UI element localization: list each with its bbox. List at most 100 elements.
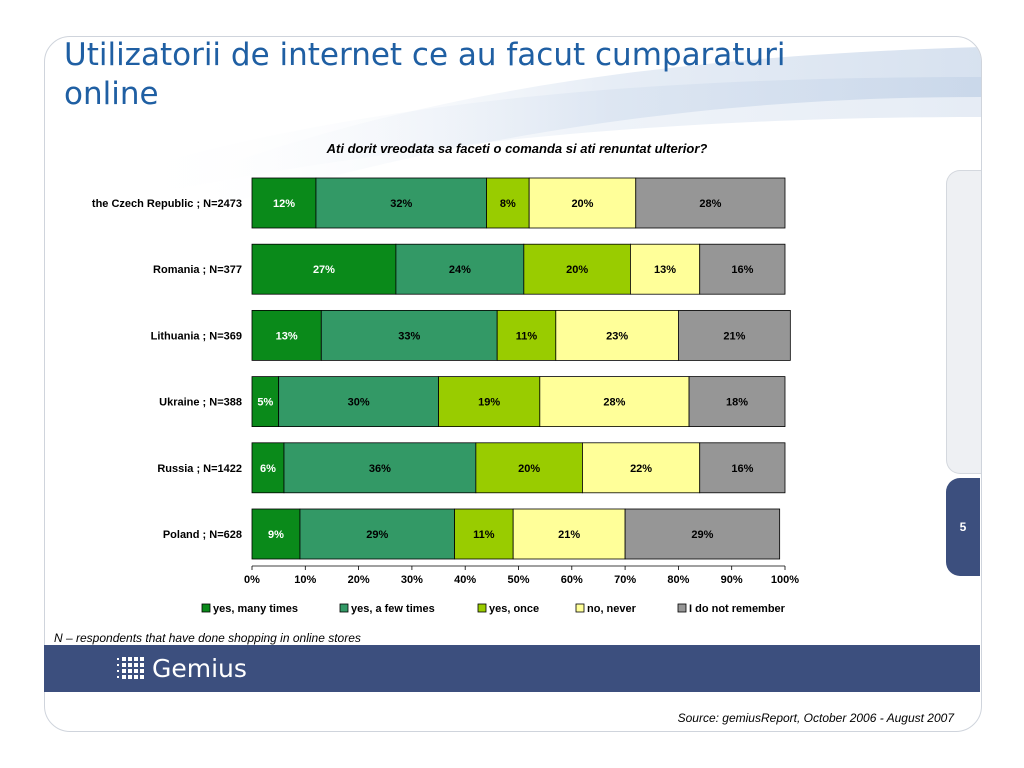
category-label: Russia ; N=1422 [157,463,242,475]
legend-swatch [575,603,585,613]
logo-dot [134,663,138,667]
data-label: 20% [566,264,588,276]
x-tick-label: 70% [614,574,636,586]
data-label: 6% [260,463,276,475]
bar-segment [251,508,301,560]
data-label: 11% [516,330,538,342]
bar-segment [582,442,701,494]
logo-dot [140,663,144,667]
gemius-logo-icon [117,657,144,679]
data-label: 36% [369,463,391,475]
bar-segment [454,508,514,560]
data-label: 24% [449,264,471,276]
data-label: 33% [398,330,420,342]
category-label: Lithuania ; N=369 [151,330,242,342]
bar-segment [251,177,317,229]
logo-dot [140,669,144,673]
bar-segment [315,177,487,229]
logo-dot [128,669,132,673]
x-tick-label: 20% [348,574,370,586]
legend-label: yes, many times [213,603,298,615]
data-label: 28% [699,198,721,210]
logo-dot [117,658,119,660]
bar-segment [475,442,583,494]
category-label: Ukraine ; N=388 [159,397,242,409]
logo-dot [134,669,138,673]
x-tick-label: 50% [507,574,529,586]
legend-swatch [201,603,211,613]
legend-label: I do not remember [689,603,786,615]
bar-segment [624,508,781,560]
data-label: 8% [500,198,516,210]
logo-dot [122,675,126,679]
data-label: 13% [654,264,676,276]
data-label: 22% [630,463,652,475]
bar-segment [678,309,791,361]
logo-dot [128,663,132,667]
x-tick-label: 10% [294,574,316,586]
logo-text: Gemius [152,654,247,683]
logo-dot [122,663,126,667]
data-label: 32% [390,198,412,210]
bar-segment [283,442,477,494]
category-label: Romania ; N=377 [153,264,242,276]
bar-segment [486,177,530,229]
legend-swatch [477,603,487,613]
data-label: 16% [731,264,753,276]
slide-frame [44,36,982,732]
logo-dot [140,675,144,679]
logo-dot [122,669,126,673]
stacked-bar-chart: Ati dorit vreodata sa faceti o comanda s… [92,141,799,615]
footer-band: Gemius [44,645,980,692]
side-tab [946,170,981,474]
data-label: 9% [268,529,284,541]
logo-dot [117,664,119,666]
data-label: 30% [348,397,370,409]
data-label: 27% [313,264,335,276]
legend-label: yes, a few times [351,603,435,615]
chart-title: Ati dorit vreodata sa faceti o comanda s… [326,141,708,156]
x-tick-label: 40% [454,574,476,586]
logo-dot [134,675,138,679]
x-tick-label: 80% [667,574,689,586]
bar-segment [699,243,786,295]
data-label: 20% [571,198,593,210]
data-label: 29% [366,529,388,541]
bar-segment [438,376,541,428]
legend-label: yes, once [489,603,539,615]
x-tick-label: 30% [401,574,423,586]
bar-segment [251,442,285,494]
category-label: the Czech Republic ; N=2473 [92,198,242,210]
bar-segment [688,376,786,428]
data-label: 12% [273,198,295,210]
bar-segment [699,442,786,494]
x-tick-label: 0% [244,574,260,586]
bar-segment [299,508,455,560]
data-label: 18% [726,397,748,409]
bar-segment [512,508,626,560]
decorative-swoosh [105,47,981,207]
source-note: Source: gemiusReport, October 2006 - Aug… [677,711,954,725]
page-number: 5 [959,520,967,534]
legend-swatch [677,603,687,613]
data-label: 20% [518,463,540,475]
data-label: 29% [691,529,713,541]
logo-dot [117,676,119,678]
data-label: 19% [478,397,500,409]
x-tick-label: 90% [721,574,743,586]
bar-segment [251,243,397,295]
data-label: 16% [731,463,753,475]
bar-segment [630,243,701,295]
bar-segment [528,177,637,229]
logo-dot [128,657,132,661]
footnote: N – respondents that have done shopping … [54,631,361,645]
page-number-tab: 5 [946,478,980,576]
legend-label: no, never [587,603,637,615]
bar-segment [523,243,631,295]
data-label: 28% [603,397,625,409]
x-tick-label: 60% [561,574,583,586]
x-tick-label: 100% [771,574,799,586]
logo-dot [117,670,119,672]
data-label: 21% [558,529,580,541]
data-label: 13% [276,330,298,342]
